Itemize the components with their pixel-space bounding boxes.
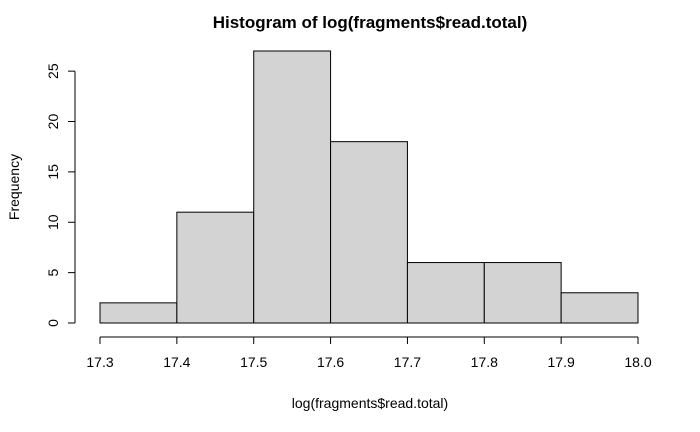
x-tick-label-5: 17.7 <box>394 354 421 370</box>
y-axis: 0 5 10 15 20 25 <box>45 63 76 327</box>
histogram-bar-6 <box>483 262 562 324</box>
x-tick-label-6: 17.8 <box>471 354 498 370</box>
x-tick-label-2: 17.4 <box>163 354 190 370</box>
y-tick-label-6: 25 <box>45 63 61 79</box>
y-tick-label-3: 10 <box>45 214 61 230</box>
chart-title: Histogram of log(fragments$read.total) <box>213 13 528 32</box>
histogram-bar-4 <box>330 141 408 324</box>
x-tick-label-8: 18.0 <box>624 354 651 370</box>
x-tick-label-7: 17.9 <box>548 354 575 370</box>
histogram-bar-7 <box>560 292 639 324</box>
x-tick-label-4: 17.6 <box>317 354 344 370</box>
x-tick-label-3: 17.5 <box>240 354 267 370</box>
histogram-bar-5 <box>406 262 485 324</box>
y-tick-label-2: 5 <box>45 269 61 277</box>
x-tick-label-1: 17.3 <box>86 354 113 370</box>
y-tick-label-4: 15 <box>45 164 61 180</box>
bars-group <box>99 50 639 324</box>
y-axis-label: Frequency <box>6 154 22 220</box>
histogram-bar-2 <box>176 211 255 324</box>
y-tick-label-1: 0 <box>45 319 61 327</box>
histogram-bar-3 <box>253 50 332 324</box>
y-tick-label-5: 20 <box>45 114 61 130</box>
x-axis: 17.3 17.4 17.5 17.6 17.7 17.8 17.9 18.0 <box>86 336 652 370</box>
histogram-bar-1 <box>99 302 178 324</box>
x-axis-label: log(fragments$read.total) <box>292 395 448 411</box>
